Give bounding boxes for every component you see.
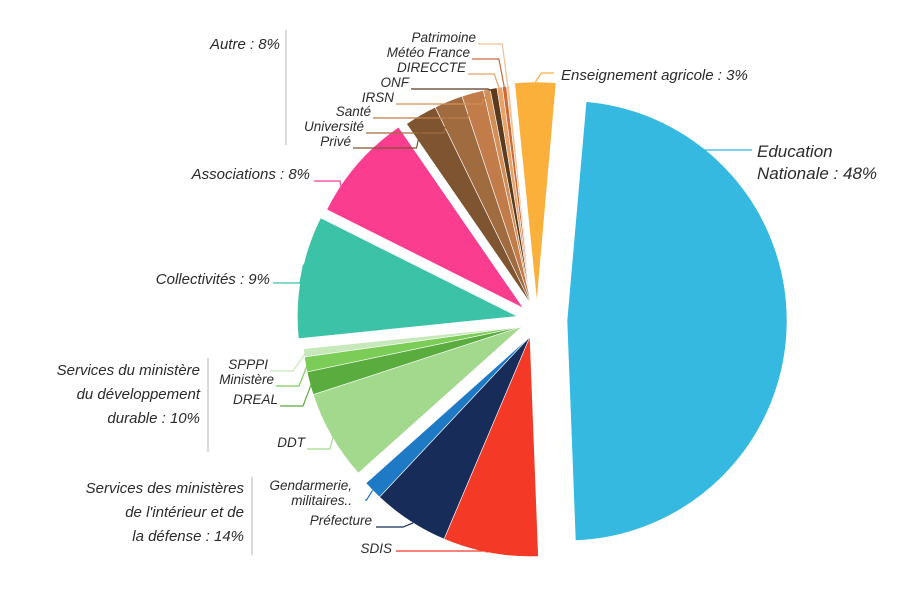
label-gendarmerie: Gendarmerie, militaires.. [269,478,352,508]
label-group-mdd: Services du ministère du développement dur… [57,362,201,427]
leader-irsn [396,93,489,105]
leader-direccte [468,73,501,92]
pie-slice-spppi [303,326,523,358]
leader-gendarmerie [365,489,374,501]
pie-labels: Education Nationale : 48% Enseignement agr… [57,30,877,556]
leader-ddt [307,435,334,450]
label-spppi: SPPPI [228,357,268,372]
leader-meteo [472,58,506,91]
leader-prive [353,118,424,149]
label-prive: Privé [320,134,351,149]
pie-slice-edu [566,101,788,541]
label-collectivites: Collectivités : 9% [156,271,270,288]
label-prefecture: Préfecture [310,513,372,528]
leader-edu [661,122,752,151]
leader-dreal [280,382,313,407]
leader-associations [314,180,342,186]
label-associations: Associations : 8% [191,166,310,183]
pie-wedges [297,81,788,557]
label-edu: Education Nationale : 48% [757,142,877,183]
label-patrimoine: Patrimoine [411,30,476,45]
label-group-autre: Autre : 8% [209,36,280,53]
leader-onf [411,88,495,93]
leader-enseignement [534,72,554,83]
pie-slice-gendarmerie [365,336,531,498]
label-universite: Université [304,119,364,134]
label-ddt: DDT [277,435,306,450]
label-meteo: Météo France [387,45,470,60]
label-onf: ONF [381,75,410,90]
label-ministere: Ministère [219,372,274,387]
leader-sdis [396,550,493,553]
leader-ministere [276,363,309,387]
label-direccte: DIRECCTE [397,60,467,75]
leader-spppi [270,352,307,372]
label-irsn: IRSN [362,90,395,105]
leader-universite [366,104,451,134]
leader-patrimoine [478,43,509,91]
pie-slice-associations [326,126,524,309]
leader-prefecture [376,522,414,528]
label-enseignement: Enseignement agricole : 3% [561,67,748,84]
leader-collectivites [273,264,305,284]
label-sdis: SDIS [360,541,392,556]
label-group-mid: Services des ministères de l'intérieur et… [86,480,245,545]
leader-sante [373,96,475,119]
label-dreal: DREAL [233,392,278,407]
label-sante: Santé [336,104,371,119]
